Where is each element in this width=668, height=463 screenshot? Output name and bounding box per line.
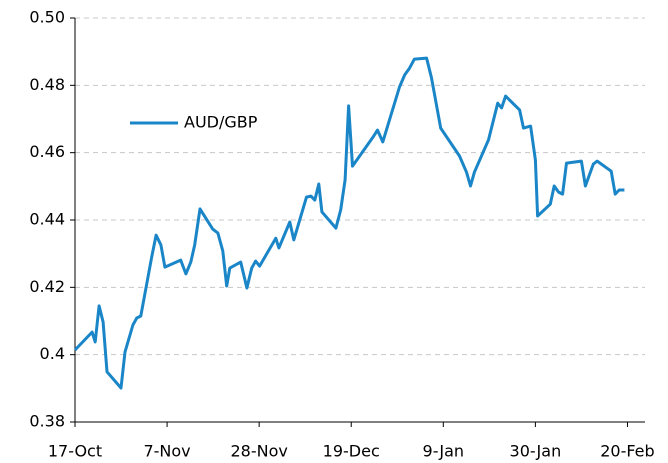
x-tick-label: 28-Nov bbox=[230, 442, 287, 461]
y-tick-label: 0.4 bbox=[40, 344, 65, 363]
x-tick-label: 30-Jan bbox=[510, 442, 562, 461]
data-line bbox=[73, 56, 625, 390]
x-tick-label: 19-Dec bbox=[323, 442, 380, 461]
y-tick-label: 0.46 bbox=[29, 142, 65, 161]
x-tick-label: 9-Jan bbox=[423, 442, 465, 461]
x-tick-label: 20-Feb bbox=[600, 442, 654, 461]
x-tick-label: 7-Nov bbox=[143, 442, 190, 461]
y-tick-label: 0.48 bbox=[29, 75, 65, 94]
x-tick-label: 17-Oct bbox=[48, 442, 102, 461]
legend-label: AUD/GBP bbox=[184, 113, 258, 132]
y-tick-label: 0.50 bbox=[29, 8, 65, 27]
y-tick-label: 0.38 bbox=[29, 412, 65, 431]
y-tick-label: 0.44 bbox=[29, 210, 65, 229]
y-tick-label: 0.42 bbox=[29, 277, 65, 296]
